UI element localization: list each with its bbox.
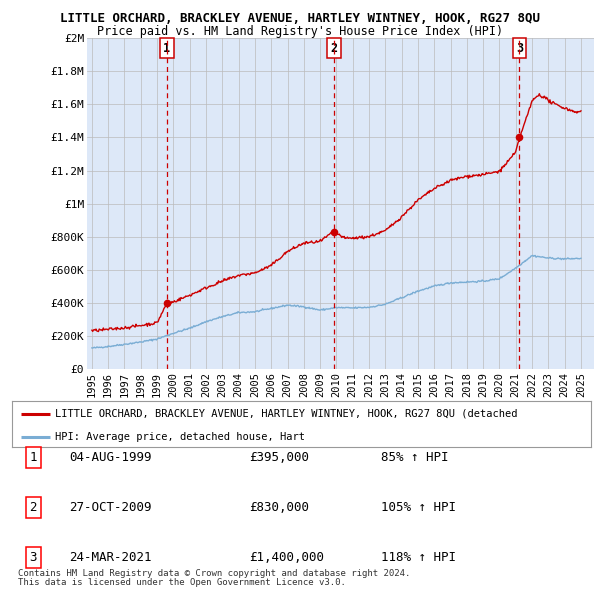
Text: 24-MAR-2021: 24-MAR-2021 bbox=[69, 551, 151, 564]
Text: 3: 3 bbox=[516, 42, 523, 55]
Text: 27-OCT-2009: 27-OCT-2009 bbox=[69, 501, 151, 514]
Text: Contains HM Land Registry data © Crown copyright and database right 2024.: Contains HM Land Registry data © Crown c… bbox=[18, 569, 410, 578]
Text: HPI: Average price, detached house, Hart: HPI: Average price, detached house, Hart bbox=[55, 432, 305, 442]
Text: £1,400,000: £1,400,000 bbox=[249, 551, 324, 564]
Text: 04-AUG-1999: 04-AUG-1999 bbox=[69, 451, 151, 464]
Text: This data is licensed under the Open Government Licence v3.0.: This data is licensed under the Open Gov… bbox=[18, 578, 346, 587]
Text: LITTLE ORCHARD, BRACKLEY AVENUE, HARTLEY WINTNEY, HOOK, RG27 8QU: LITTLE ORCHARD, BRACKLEY AVENUE, HARTLEY… bbox=[60, 12, 540, 25]
Text: 85% ↑ HPI: 85% ↑ HPI bbox=[381, 451, 449, 464]
Text: 118% ↑ HPI: 118% ↑ HPI bbox=[381, 551, 456, 564]
Text: 2: 2 bbox=[29, 501, 37, 514]
Text: 1: 1 bbox=[163, 42, 170, 55]
Text: Price paid vs. HM Land Registry's House Price Index (HPI): Price paid vs. HM Land Registry's House … bbox=[97, 25, 503, 38]
Text: 2: 2 bbox=[330, 42, 337, 55]
Text: 3: 3 bbox=[29, 551, 37, 564]
Text: 105% ↑ HPI: 105% ↑ HPI bbox=[381, 501, 456, 514]
Text: LITTLE ORCHARD, BRACKLEY AVENUE, HARTLEY WINTNEY, HOOK, RG27 8QU (detached: LITTLE ORCHARD, BRACKLEY AVENUE, HARTLEY… bbox=[55, 409, 518, 419]
Text: 1: 1 bbox=[29, 451, 37, 464]
Text: £830,000: £830,000 bbox=[249, 501, 309, 514]
Text: £395,000: £395,000 bbox=[249, 451, 309, 464]
